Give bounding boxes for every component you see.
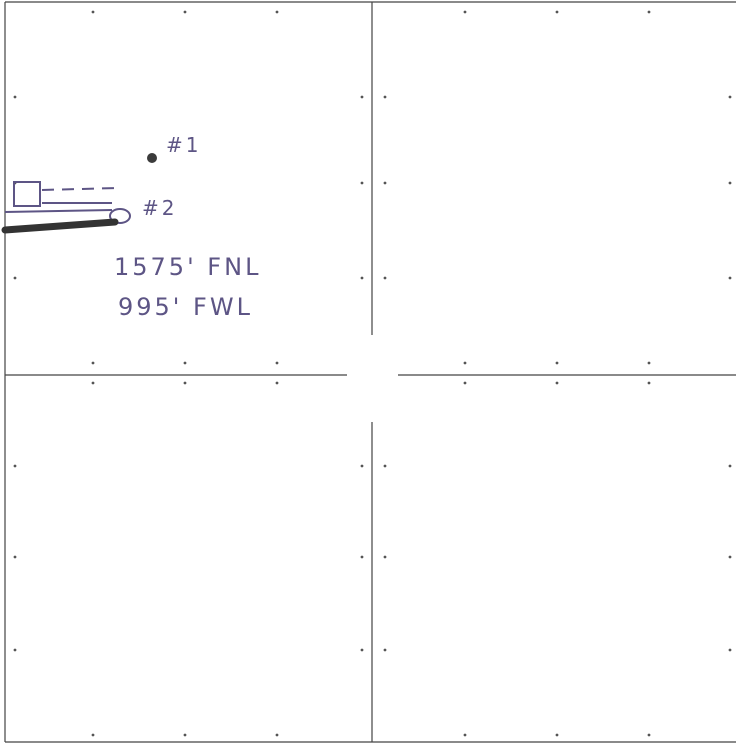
grid-dot [360,464,364,468]
dashed-lateral [41,187,119,191]
grid-dot [13,464,17,468]
grid-dot [275,381,279,385]
grid-dot [183,733,187,737]
fnl-label: 1575' FNL [114,253,261,281]
grid-dot [555,381,559,385]
grid-dot [555,733,559,737]
grid-dot [647,361,651,365]
grid-dot [383,555,387,559]
grid-dot [183,381,187,385]
grid-dot [383,276,387,280]
grid-dot [275,733,279,737]
grid-dot [183,10,187,14]
grid-dot [13,555,17,559]
grid-dot [647,10,651,14]
grid-dot [275,10,279,14]
grid-dot [13,95,17,99]
grid-dot [360,276,364,280]
grid-dot [91,361,95,365]
grid-dot [383,464,387,468]
grid-dot [183,361,187,365]
grid-dot [728,181,732,185]
grid-dot [360,181,364,185]
well-2-symbol [109,208,131,224]
well-1-label: #1 [166,133,201,157]
grid-dot [463,10,467,14]
grid-dot [275,361,279,365]
pad-edge [4,209,113,213]
grid-dot [360,648,364,652]
grid-dot [728,464,732,468]
well-2-label: #2 [142,196,177,220]
pad-box [13,181,41,207]
grid-dot [13,276,17,280]
grid-dot [360,95,364,99]
grid-dot [463,733,467,737]
grid-dot [728,648,732,652]
grid-dot [13,648,17,652]
fwl-label: 995' FWL [118,293,253,321]
grid-dot [728,95,732,99]
grid-dot [463,381,467,385]
grid-dot [555,10,559,14]
grid-dot [647,733,651,737]
grid-dot [91,381,95,385]
grid-dot [463,361,467,365]
grid-dot [383,95,387,99]
grid-dot [728,555,732,559]
grid-dot [555,361,559,365]
grid-dots [13,10,732,737]
grid-dot [383,648,387,652]
section-lines [4,1,736,743]
grid-dot [91,10,95,14]
thick-line [1,218,119,234]
grid-dot [728,276,732,280]
grid-dot [383,181,387,185]
grid-dot [360,555,364,559]
well-sketch [1,153,157,234]
grid-dot [647,381,651,385]
grid-dot [91,733,95,737]
well-1-symbol [147,153,157,163]
